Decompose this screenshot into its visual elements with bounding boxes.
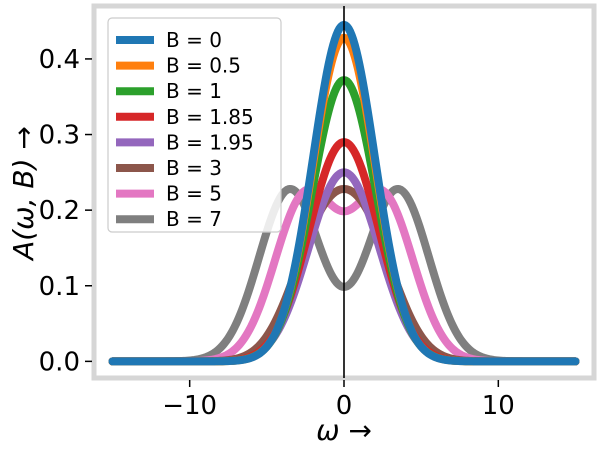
y-axis-ticks: 0.0 0.1 0.2 0.3 0.4 [39, 45, 92, 377]
x-axis-label: ω → [316, 414, 372, 447]
legend-label: B = 5 [166, 182, 222, 206]
legend-box [107, 17, 282, 233]
legend-label: B = 0 [166, 28, 222, 52]
legend: B = 0B = 0.5B = 1B = 1.85B = 1.95B = 3B … [107, 17, 282, 233]
legend-label: B = 3 [166, 156, 222, 180]
legend-label: B = 0.5 [166, 54, 241, 78]
x-tick-label: 0 [336, 391, 353, 421]
x-axis-ticks: −10 0 10 [162, 380, 515, 421]
y-tick-label: 0.2 [39, 196, 80, 226]
x-tick-label: −10 [162, 391, 217, 421]
x-tick-label: 10 [482, 391, 515, 421]
legend-label: B = 1.95 [166, 130, 254, 154]
legend-label: B = 1.85 [166, 105, 254, 129]
y-tick-label: 0.0 [39, 347, 80, 377]
legend-label: B = 7 [166, 207, 222, 231]
y-tick-label: 0.3 [39, 121, 80, 151]
legend-label: B = 1 [166, 79, 222, 103]
y-axis-label: A(ω, B) → [7, 126, 40, 262]
y-tick-label: 0.1 [39, 272, 80, 302]
y-tick-label: 0.4 [39, 45, 80, 75]
